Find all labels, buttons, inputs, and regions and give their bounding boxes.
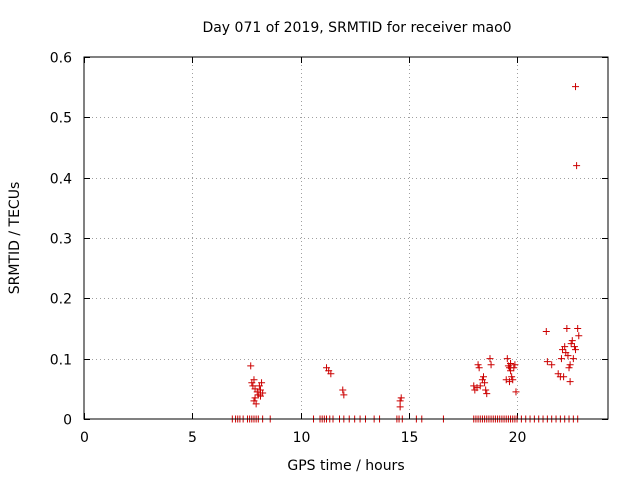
data-point	[542, 328, 550, 336]
data-point	[396, 397, 404, 405]
data-point	[565, 364, 573, 372]
data-point	[575, 332, 583, 340]
plot-frame	[83, 56, 609, 420]
y-tick-label: 0.6	[50, 51, 72, 67]
x-tick-label: 10	[293, 430, 311, 446]
data-point	[250, 397, 258, 405]
data-point	[557, 355, 565, 363]
data-point	[561, 343, 569, 351]
data-point	[258, 379, 266, 387]
data-point	[470, 382, 478, 390]
data-point	[512, 388, 520, 396]
x-tick-label: 15	[401, 430, 419, 446]
data-point	[564, 352, 572, 360]
y-tick-label: 0.2	[50, 292, 72, 308]
axis-ticks	[84, 57, 608, 420]
y-tick-label: 0.5	[50, 111, 72, 127]
data-point	[567, 340, 575, 348]
data-point	[259, 389, 267, 397]
data-point	[474, 361, 482, 369]
data-points	[228, 83, 583, 423]
x-tick-label: 5	[188, 430, 197, 446]
data-point	[327, 370, 335, 378]
data-point	[502, 376, 510, 384]
data-point	[573, 162, 581, 170]
data-point	[566, 361, 574, 369]
data-point	[560, 373, 568, 381]
data-point	[473, 384, 481, 392]
data-point	[543, 358, 551, 366]
data-point	[568, 337, 576, 345]
data-point	[486, 355, 494, 363]
data-point	[574, 325, 582, 332]
data-point	[396, 403, 404, 411]
data-point	[340, 391, 348, 399]
y-tick-label: 0.3	[50, 232, 72, 248]
data-point	[487, 361, 495, 369]
y-tick-label: 0.4	[50, 172, 72, 188]
x-tick-label: 20	[509, 430, 527, 446]
data-point	[250, 376, 258, 384]
tick-labels: 0 5 10 15 20 0 0.1 0.2 0.3 0.4 0.5 0.6	[50, 51, 527, 447]
x-axis-label: GPS time / hours	[287, 458, 404, 474]
data-point	[482, 386, 490, 394]
chart-title: Day 071 of 2019, SRMTID for receiver mao…	[202, 20, 511, 36]
y-tick-label: 0	[63, 413, 72, 429]
x-tick-label: 0	[80, 430, 89, 446]
data-point	[566, 378, 574, 386]
data-point	[481, 379, 489, 387]
data-point	[251, 394, 259, 402]
data-point	[507, 359, 515, 367]
data-point	[503, 355, 511, 363]
data-point	[479, 373, 487, 381]
data-point	[247, 362, 255, 370]
data-point	[339, 386, 347, 394]
data-point	[508, 373, 516, 381]
data-point	[476, 382, 484, 390]
data-point	[572, 83, 580, 91]
data-point	[563, 325, 571, 332]
data-point	[572, 346, 580, 354]
data-point	[510, 364, 518, 372]
y-tick-label: 0.1	[50, 353, 72, 369]
data-point	[511, 361, 519, 369]
data-point	[570, 343, 578, 351]
y-axis-label: SRMTID / TECUs	[7, 182, 23, 295]
grid-lines	[84, 57, 608, 419]
data-point	[569, 355, 577, 363]
data-point	[505, 378, 513, 386]
data-point	[483, 390, 491, 398]
data-point	[548, 361, 556, 369]
data-point	[397, 394, 405, 402]
data-point	[507, 367, 515, 375]
data-point	[509, 376, 517, 384]
data-point	[253, 388, 261, 396]
data-point	[475, 364, 483, 372]
